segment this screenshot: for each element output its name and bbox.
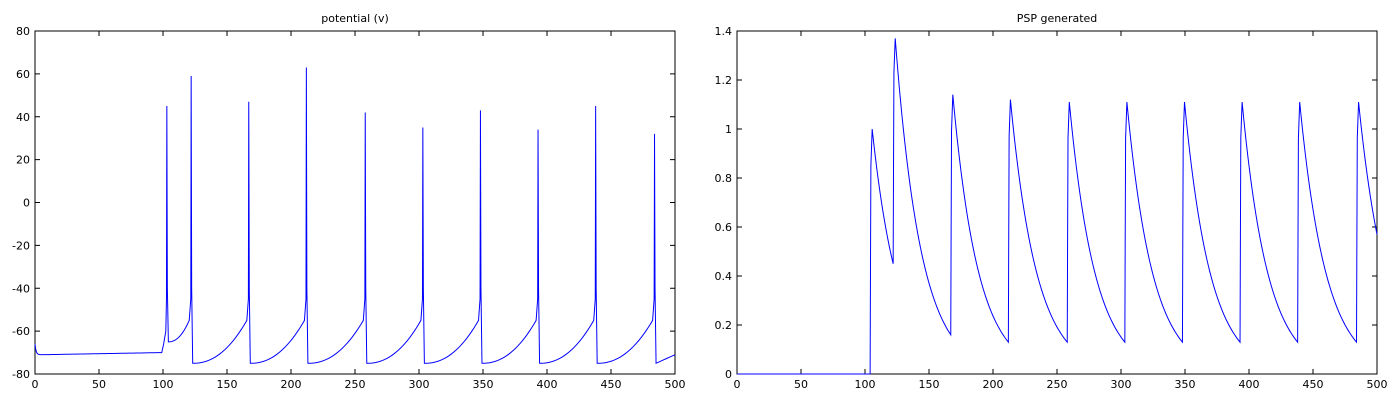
chart-title-psp: PSP generated: [1017, 12, 1098, 25]
x-tick-label: 400: [1239, 378, 1260, 391]
x-tick-label: 350: [1175, 378, 1196, 391]
y-tick-label: 40: [16, 111, 30, 124]
y-tick-label: 0.2: [715, 319, 733, 332]
x-tick-label: 50: [794, 378, 808, 391]
y-tick-label: 1.4: [715, 25, 733, 38]
series-line-potential: [34, 67, 676, 365]
x-tick-label: 500: [1367, 378, 1388, 391]
x-tick-label: 0: [32, 378, 39, 391]
y-tick-label: 1: [725, 123, 732, 136]
y-tick-label: 60: [16, 68, 30, 81]
x-tick-label: 300: [409, 378, 430, 391]
x-tick-label: 150: [217, 378, 238, 391]
ticks-potential: 0 50 100 150 200 250 300 350 400 450 500-80-60-40-…: [12, 25, 685, 391]
chart-title-potential: potential (v): [321, 12, 389, 25]
chart-psp: PSP generated 0 50 100 150 200 250 300 350 400 45…: [715, 12, 1388, 391]
x-tick-label: 250: [1047, 378, 1068, 391]
y-tick-label: 0.4: [715, 270, 733, 283]
y-tick-label: 0: [725, 368, 732, 381]
axes-box-psp: [736, 30, 1378, 375]
x-tick-label: 500: [665, 378, 686, 391]
x-tick-label: 450: [1303, 378, 1324, 391]
x-tick-label: 50: [92, 378, 106, 391]
x-tick-label: 150: [919, 378, 940, 391]
x-tick-label: 450: [601, 378, 622, 391]
x-tick-label: 0: [734, 378, 741, 391]
x-tick-label: 100: [153, 378, 174, 391]
x-tick-label: 100: [855, 378, 876, 391]
y-tick-label: 0.6: [715, 221, 733, 234]
x-tick-label: 250: [345, 378, 366, 391]
x-tick-label: 200: [281, 378, 302, 391]
chart-potential: potential (v) 0 50 100 150 200 250 300 350 400 45…: [12, 12, 685, 391]
axes-box-potential: [34, 30, 676, 375]
x-tick-label: 300: [1111, 378, 1132, 391]
series-line-psp: [737, 38, 1378, 375]
y-tick-label: 0.8: [715, 172, 733, 185]
y-tick-label: -40: [12, 282, 30, 295]
x-tick-label: 350: [473, 378, 494, 391]
y-tick-label: 20: [16, 154, 30, 167]
y-tick-label: -80: [12, 368, 30, 381]
y-tick-label: 1.2: [715, 74, 733, 87]
x-tick-label: 200: [983, 378, 1004, 391]
y-tick-label: -60: [12, 325, 30, 338]
x-tick-label: 400: [537, 378, 558, 391]
y-tick-label: -20: [12, 239, 30, 252]
ticks-psp: 0 50 100 150 200 250 300 350 400 450 500 0 0.2 0.4 0.6…: [715, 25, 1388, 391]
y-tick-label: 80: [16, 25, 30, 38]
y-tick-label: 0: [23, 197, 30, 210]
